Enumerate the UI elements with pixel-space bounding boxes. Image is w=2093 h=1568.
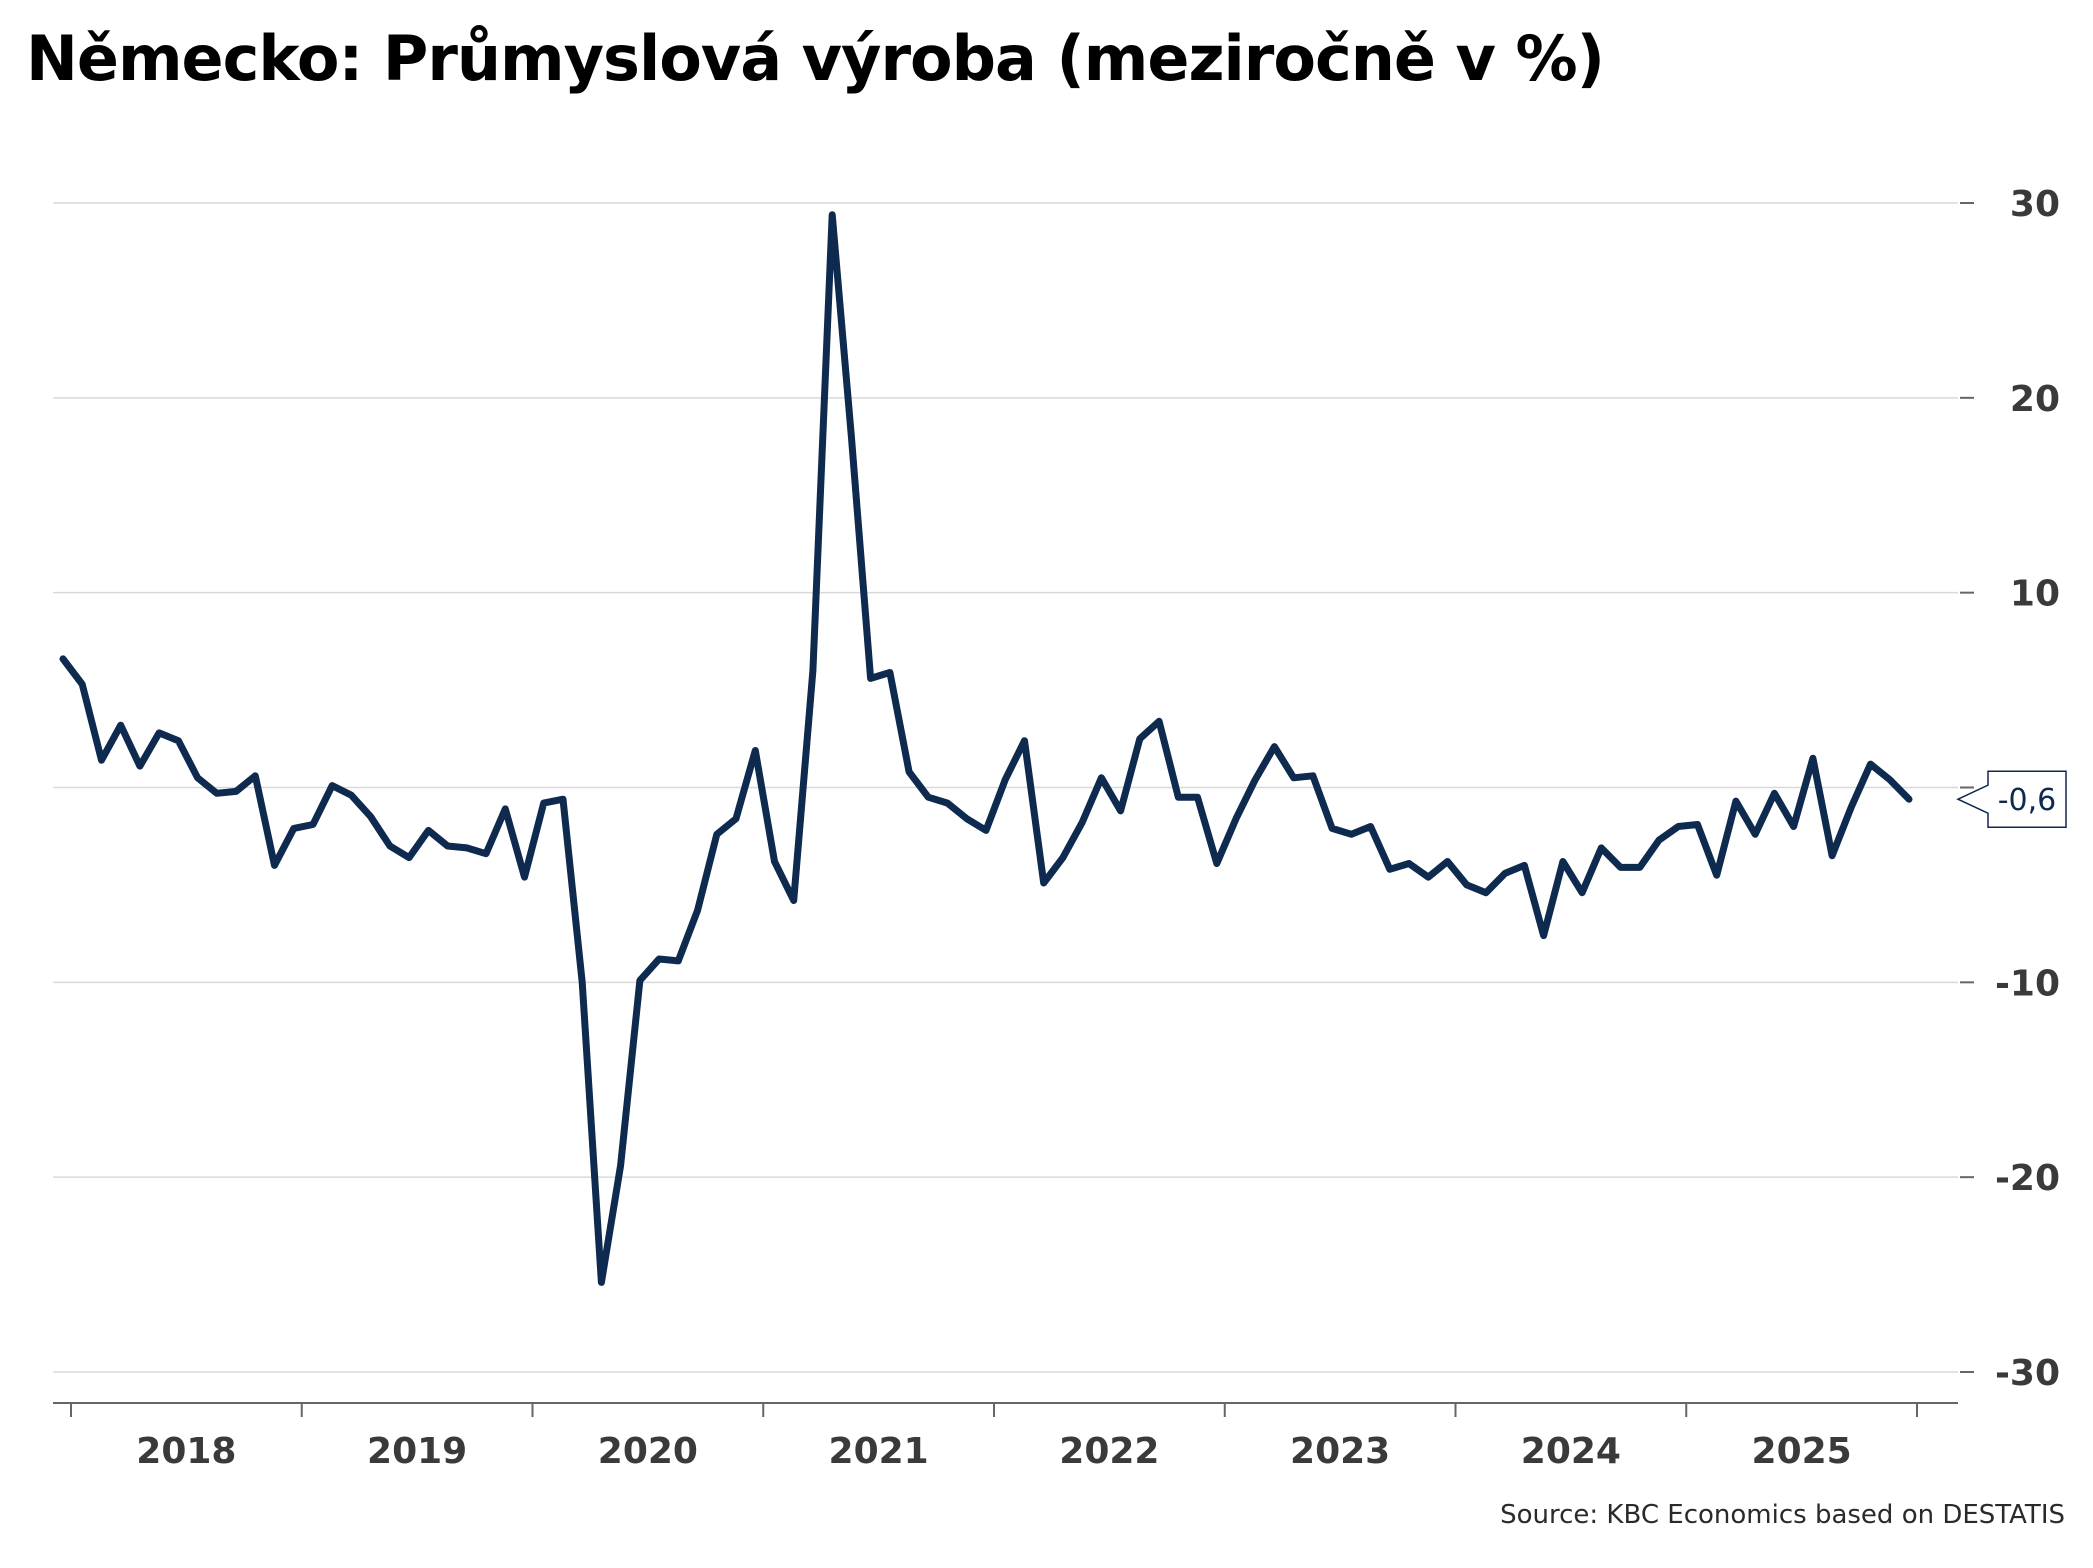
chart-title: Německo: Průmyslová výroba (meziročně v … (26, 22, 1605, 95)
y-tick-label: -10 (1995, 963, 2060, 1004)
x-tick-label: 2022 (1059, 1431, 1159, 1472)
x-tick-label: 2020 (598, 1431, 698, 1472)
source-note: Source: KBC Economics based on DESTATIS (1500, 1500, 2065, 1530)
x-tick-label: 2021 (829, 1431, 929, 1472)
x-axis-ticks (70, 1403, 1918, 1417)
x-tick-label: 2019 (367, 1431, 467, 1472)
y-tick-label: 10 (2010, 574, 2060, 615)
y-tick-label: -30 (1995, 1353, 2060, 1394)
last-value-callout-box (1956, 770, 2067, 828)
y-tick-label: 30 (2010, 184, 2060, 225)
x-tick-label: 2024 (1521, 1431, 1621, 1472)
x-tick-label: 2018 (136, 1431, 236, 1472)
gridlines (53, 202, 1958, 1373)
x-tick-label: 2023 (1290, 1431, 1390, 1472)
y-axis-ticks (1960, 202, 1974, 1373)
last-value-callout: -0,6 (1956, 770, 2067, 828)
y-tick-label: 20 (2010, 379, 2060, 420)
y-tick-label: -20 (1995, 1158, 2060, 1199)
series-group (59, 211, 1913, 1286)
y-axis-labels: 30 20 10 -10 -20 -30 (1995, 184, 2060, 1394)
last-value-label: -0,6 (1998, 783, 2057, 818)
x-axis-labels: 2018 2019 2020 2021 2022 2023 2024 2025 (136, 1431, 1851, 1472)
x-tick-label: 2025 (1752, 1431, 1852, 1472)
series-line (59, 211, 1913, 1286)
